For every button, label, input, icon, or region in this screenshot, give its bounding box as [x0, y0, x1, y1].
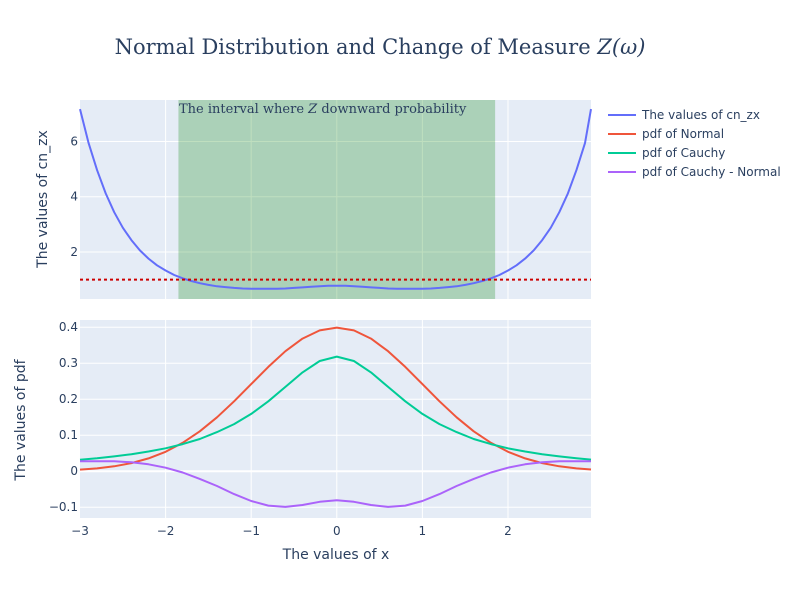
bottom-y-tick-label: 0.2	[59, 392, 78, 406]
top-y-tick-label: 2	[70, 245, 78, 259]
series-line-the-values-of-cn-zx	[79, 108, 592, 290]
x-tick-label: 2	[504, 524, 512, 538]
chart-title: Normal Distribution and Change of Measur…	[115, 35, 646, 59]
top-gridlines	[80, 100, 591, 299]
bottom-y-tick-label: 0	[70, 464, 78, 478]
top-y-tick-labels: 2 4 6	[70, 134, 78, 259]
x-tick-label: 0	[333, 524, 341, 538]
x-tick-labels: −3 −2 −1 0 1 2	[71, 524, 512, 538]
series-line-pdf-of-cauchy-normal	[79, 460, 592, 508]
bottom-y-tick-label: 0.3	[59, 356, 78, 370]
x-axis-label: The values of x	[282, 547, 390, 563]
legend-item-pdf-of-normal[interactable]: pdf of Normal	[608, 127, 724, 141]
band-annotation-prefix: The interval where	[179, 102, 308, 117]
series-line-pdf-of-normal	[79, 326, 592, 471]
bottom-y-tick-label: 0.1	[59, 428, 78, 442]
legend-item-pdf-of-cauchy-normal[interactable]: pdf of Cauchy - Normal	[608, 165, 781, 179]
legend-item-pdf-of-cauchy[interactable]: pdf of Cauchy	[608, 146, 725, 160]
top-series-group	[79, 108, 592, 290]
bottom-plot-area	[80, 320, 591, 518]
bottom-y-axis-label: The values of pdf	[13, 358, 29, 481]
legend-item-the-values-of-cn-zx[interactable]: The values of cn_zx	[608, 108, 760, 122]
band-annotation-suffix: downward probability	[317, 102, 467, 117]
top-y-axis-label: The values of cn_zx	[35, 130, 51, 269]
legend-label: pdf of Normal	[642, 127, 724, 141]
bottom-y-tick-labels: −0.1 0 0.1 0.2 0.3 0.4	[49, 320, 78, 514]
x-tick-label: −2	[157, 524, 175, 538]
x-tick-label: −1	[242, 524, 260, 538]
legend-label: pdf of Cauchy - Normal	[642, 165, 781, 179]
top-y-tick-label: 4	[70, 190, 78, 204]
band-annotation: The interval where Z downward probabilit…	[179, 102, 467, 117]
chart-title-text: Normal Distribution and Change of Measur…	[115, 35, 598, 59]
bottom-y-tick-label: −0.1	[49, 500, 78, 514]
x-tick-label: −3	[71, 524, 89, 538]
top-y-tick-label: 6	[70, 134, 78, 148]
interval-band	[178, 100, 496, 299]
legend-label: pdf of Cauchy	[642, 146, 725, 160]
series-line-pdf-of-cauchy	[79, 355, 592, 461]
legend-label: The values of cn_zx	[641, 108, 760, 122]
bottom-series-group	[79, 326, 592, 508]
band-annotation-math: Z	[307, 102, 318, 117]
x-tick-label: 1	[419, 524, 427, 538]
chart-title-math: Z(ω)	[596, 35, 645, 59]
bottom-y-tick-label: 0.4	[59, 320, 78, 334]
